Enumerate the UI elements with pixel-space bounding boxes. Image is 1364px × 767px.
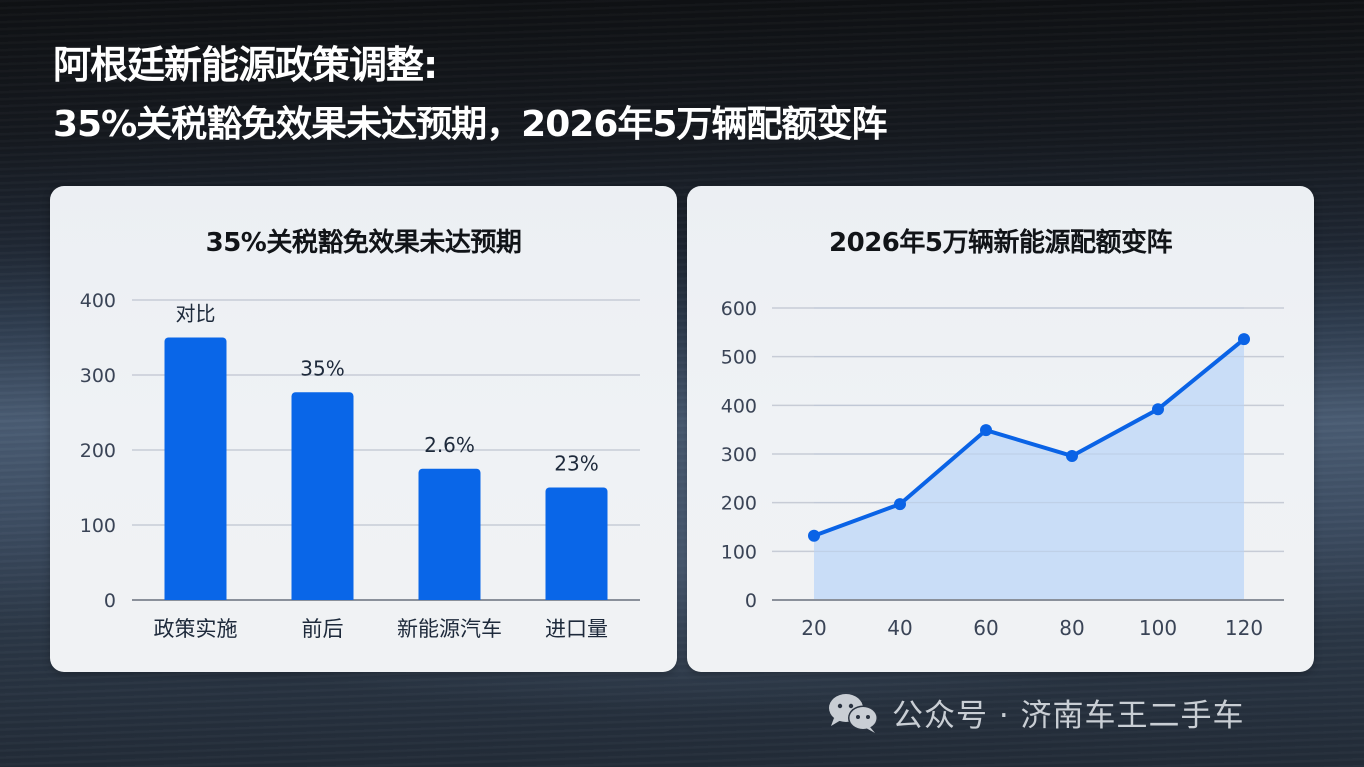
- y-tick-label: 400: [80, 290, 116, 312]
- data-point-marker: [1152, 403, 1164, 416]
- bar-chart-card: 35%关税豁免效果未达预期 0 100 200 300 400 对比政策实施 35% 前后 2.…: [50, 186, 677, 672]
- y-tick-label: 600: [721, 298, 757, 320]
- bar-base: [418, 594, 481, 600]
- watermark-text: 公众号 · 济南车王二手车: [892, 698, 1245, 734]
- line-chart-card: 2026年5万辆新能源配额变阵 0 100 200 300 400 500 600 20 40 6…: [687, 186, 1314, 672]
- bar: [291, 392, 354, 600]
- watermark: 公众号 · 济南车王二手车: [826, 690, 1245, 735]
- area-line-chart: 0 100 200 300 400 500 600 20 40 60 80 100 120: [721, 298, 1284, 640]
- data-label: 35%: [300, 356, 344, 380]
- wechat-icon: [826, 691, 882, 735]
- y-tick-label: 300: [80, 365, 116, 387]
- data-label: 23%: [554, 452, 598, 476]
- data-label: 对比: [176, 302, 216, 326]
- x-category-label: 进口量: [545, 617, 608, 641]
- x-category-label: 政策实施: [154, 617, 238, 641]
- y-tick-label: 200: [80, 440, 116, 462]
- title-line-2: 35%关税豁免效果未达预期，2026年5万辆配额变阵: [53, 104, 887, 145]
- y-tick-label: 0: [745, 590, 757, 612]
- x-tick-label: 60: [973, 616, 998, 640]
- data-label: 2.6%: [424, 433, 475, 457]
- bar: [545, 487, 608, 600]
- slide-title: 阿根廷新能源政策调整: 35%关税豁免效果未达预期，2026年5万辆配额变阵: [53, 40, 887, 150]
- y-tick-label: 100: [721, 541, 757, 563]
- line-chart-title: 2026年5万辆新能源配额变阵: [829, 228, 1172, 258]
- bar-base: [164, 594, 227, 600]
- bar-chart-title: 35%关税豁免效果未达预期: [205, 228, 522, 258]
- title-line-1: 阿根廷新能源政策调整:: [53, 43, 438, 87]
- y-tick-label: 100: [80, 515, 116, 537]
- data-line: [812, 337, 1246, 538]
- x-tick-label: 100: [1139, 616, 1177, 640]
- data-point-marker: [1066, 449, 1078, 462]
- y-tick-label: 300: [721, 444, 757, 466]
- bar-base: [291, 594, 354, 600]
- data-point-marker: [808, 529, 820, 542]
- x-tick-label: 20: [801, 616, 826, 640]
- data-point-marker: [894, 498, 906, 511]
- bar: [164, 337, 227, 600]
- area-fill: [814, 339, 1244, 600]
- y-tick-label: 500: [721, 347, 757, 369]
- y-tick-label: 0: [104, 590, 116, 612]
- bar-base: [545, 594, 608, 600]
- x-tick-label: 120: [1225, 616, 1263, 640]
- x-tick-label: 80: [1059, 616, 1084, 640]
- y-tick-label: 400: [721, 395, 757, 417]
- bar: [418, 468, 481, 600]
- x-category-label: 前后: [302, 617, 344, 641]
- x-category-label: 新能源汽车: [397, 617, 502, 641]
- y-tick-label: 200: [721, 493, 757, 515]
- data-point-marker: [1238, 333, 1250, 346]
- data-point-marker: [980, 424, 992, 437]
- x-tick-label: 40: [887, 616, 912, 640]
